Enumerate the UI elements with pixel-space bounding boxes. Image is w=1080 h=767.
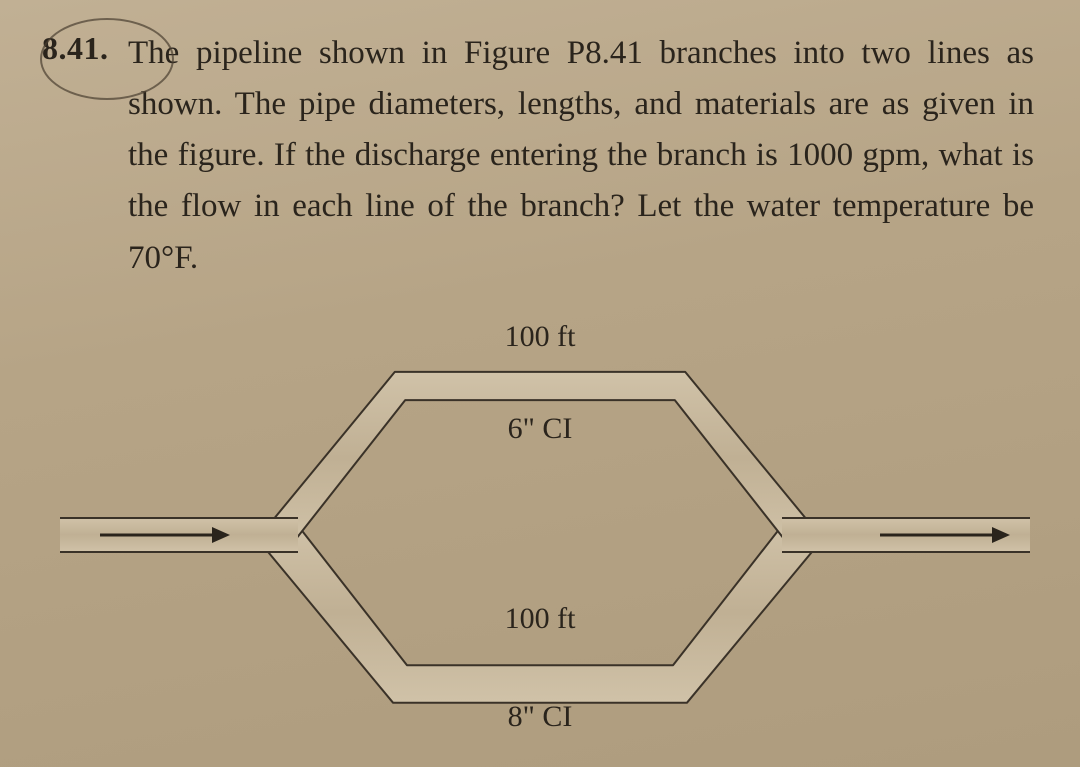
figure-p8-41: 100 ft 6" CI 100 ft 8" CI (0, 320, 1080, 750)
page: 8.41. The pipeline shown in Figure P8.41… (0, 0, 1080, 767)
problem-block: 8.41. The pipeline shown in Figure P8.41… (42, 28, 1038, 284)
bottom-branch-spec-label: 8" CI (485, 700, 595, 734)
pipe-diagram-svg (0, 320, 1080, 750)
problem-text: The pipeline shown in Figure P8.41 branc… (128, 28, 1038, 284)
hand-circle-annotation (40, 18, 174, 100)
top-branch-length-label: 100 ft (480, 320, 600, 354)
bottom-branch-length-label: 100 ft (480, 602, 600, 636)
top-branch-spec-label: 6" CI (485, 412, 595, 446)
